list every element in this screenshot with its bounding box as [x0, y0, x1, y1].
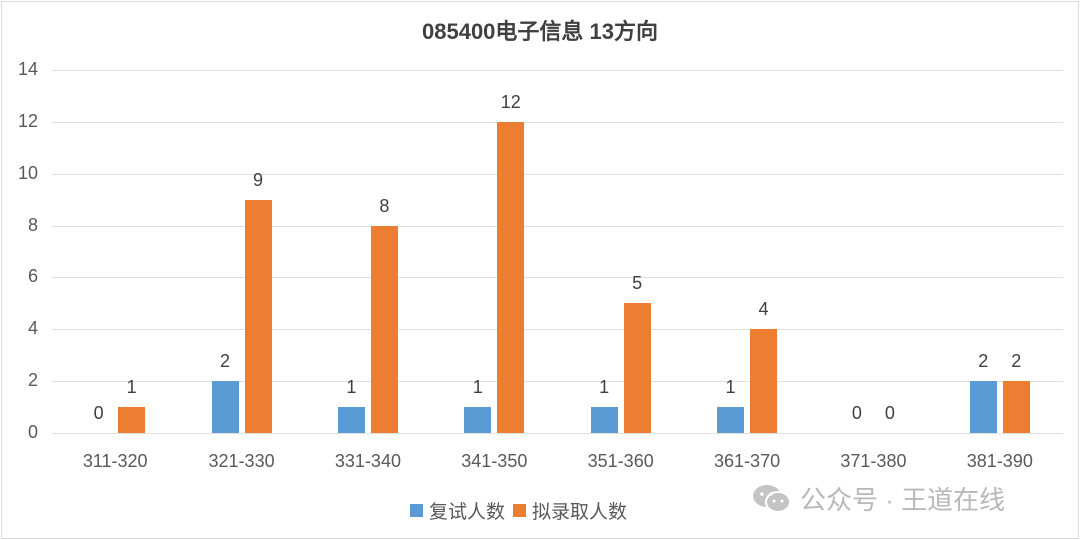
bar-series-0	[464, 407, 492, 433]
x-tick-label: 351-360	[587, 451, 654, 471]
bar-series-1	[1002, 381, 1030, 433]
data-label: 0	[851, 403, 862, 423]
legend-item-series-0: 复试人数	[410, 497, 505, 524]
y-tick-label: 6	[27, 266, 38, 287]
y-tick-label: 14	[17, 59, 38, 79]
data-label: 0	[884, 403, 895, 423]
bar-series-1	[244, 199, 272, 433]
y-tick-label: 0	[27, 422, 38, 442]
legend-swatch-icon	[513, 504, 527, 517]
bar-series-0	[717, 407, 745, 433]
x-tick-label: 381-390	[966, 451, 1033, 471]
data-label: 12	[500, 91, 521, 112]
bar-series-0	[969, 381, 997, 433]
bar-series-0	[211, 381, 239, 433]
bar-series-1	[623, 303, 651, 433]
y-tick-label: 8	[27, 214, 38, 235]
data-label: 5	[632, 273, 643, 294]
legend: 复试人数 拟录取人数	[410, 497, 635, 524]
data-label: 1	[472, 377, 483, 398]
data-label: 9	[253, 169, 264, 190]
x-tick-label: 341-350	[461, 451, 528, 471]
gridline	[52, 329, 1063, 331]
bar-series-1	[497, 121, 525, 433]
watermark: 公众号 · 王道在线	[752, 480, 1005, 517]
x-tick-label: 371-380	[840, 451, 907, 471]
data-label: 1	[725, 377, 736, 398]
legend-item-series-1: 拟录取人数	[513, 497, 627, 524]
gridline	[52, 173, 1063, 175]
x-tick-label: 331-340	[334, 451, 401, 471]
bar-series-1	[118, 407, 146, 433]
y-tick-label: 12	[17, 110, 38, 131]
gridline	[52, 277, 1063, 279]
bar-series-0	[590, 407, 618, 433]
data-label: 1	[599, 377, 610, 398]
data-label: 1	[126, 377, 137, 398]
data-label: 2	[1011, 351, 1022, 372]
gridline	[52, 433, 1063, 434]
data-label: 4	[758, 299, 769, 320]
chart-title: 085400电子信息 13方向	[422, 19, 658, 44]
gridline	[52, 225, 1063, 227]
gridline	[52, 121, 1063, 123]
y-tick-label: 4	[27, 318, 38, 339]
y-tick-label: 10	[17, 162, 38, 183]
data-label: 8	[379, 195, 390, 216]
bar-series-0	[337, 407, 365, 433]
legend-label: 拟录取人数	[532, 502, 628, 523]
bar-series-1	[750, 329, 778, 433]
legend-label: 复试人数	[429, 502, 506, 523]
data-label: 0	[93, 403, 104, 423]
data-label: 2	[220, 351, 231, 372]
x-tick-label: 361-370	[714, 451, 781, 471]
data-label: 1	[346, 377, 357, 398]
bar-series-1	[370, 225, 398, 433]
y-tick-label: 2	[27, 370, 38, 391]
x-tick-label: 311-320	[82, 451, 148, 471]
legend-swatch-icon	[410, 504, 423, 517]
data-label: 2	[978, 351, 989, 372]
x-tick-label: 321-330	[208, 451, 275, 471]
gridline	[52, 381, 1063, 383]
wechat-icon	[753, 484, 791, 513]
watermark-text: 公众号 · 王道在线	[800, 485, 1006, 515]
gridline	[52, 70, 1063, 71]
